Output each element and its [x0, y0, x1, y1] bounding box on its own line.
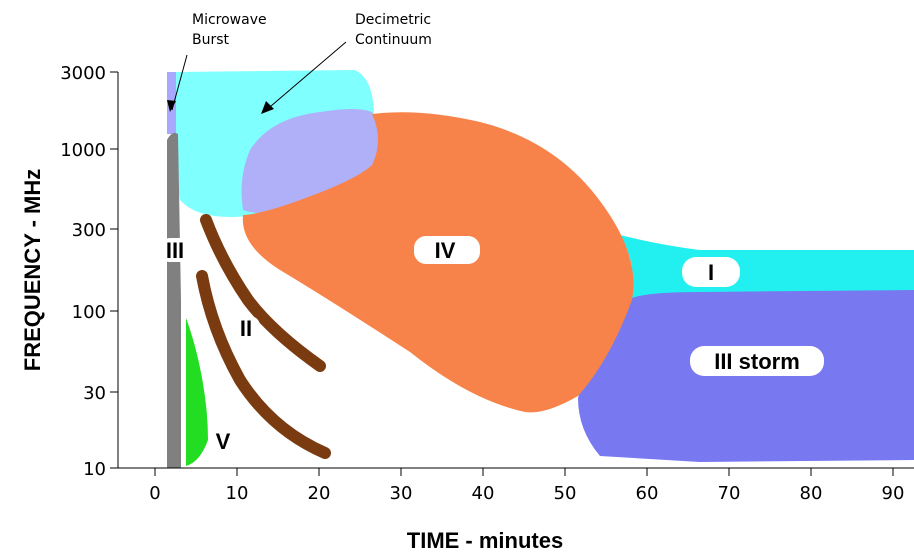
region-type-v: [186, 318, 208, 466]
x-tick-label: 10: [226, 483, 249, 504]
x-tick-label: 50: [554, 483, 577, 504]
label-type-iii-storm: III storm: [690, 346, 824, 376]
decimetric-continuum-arrow: [263, 41, 347, 113]
microwave-burst-annotation: Microwave Burst: [192, 12, 267, 48]
region-type-ii-upper-lane: [200, 214, 326, 372]
region-type-i: [620, 235, 914, 298]
x-ticks: [154, 468, 894, 476]
label-type-v-text: V: [216, 429, 231, 454]
x-tick-label: 40: [472, 483, 495, 504]
label-type-ii: II: [232, 316, 260, 341]
x-tick-label: 0: [149, 483, 160, 504]
label-type-iv-text: IV: [435, 238, 456, 263]
annotation-line: Continuum: [355, 32, 432, 48]
x-tick-label: 70: [718, 483, 741, 504]
x-tick-label: 90: [882, 483, 905, 504]
y-tick-label: 1000: [60, 140, 106, 161]
y-tick-label: 10: [83, 459, 106, 480]
label-type-iii-storm-text: III storm: [714, 349, 800, 374]
y-tick-label: 300: [72, 220, 106, 241]
microwave-burst-arrowhead: [167, 100, 176, 112]
label-type-v: V: [210, 428, 236, 454]
x-tick-label: 20: [308, 483, 331, 504]
annotation-line: Microwave: [192, 12, 267, 28]
decimetric-continuum-arrowhead: [261, 101, 274, 114]
y-axis-title: FREQUENCY - MHz: [20, 169, 45, 372]
label-type-i: I: [682, 257, 740, 287]
label-type-iii-text: III: [166, 238, 184, 263]
x-tick-label: 80: [800, 483, 823, 504]
label-type-i-text: I: [708, 260, 714, 285]
x-tick-label: 60: [636, 483, 659, 504]
label-type-ii-text: II: [240, 316, 252, 341]
y-ticks: [110, 71, 118, 469]
annotation-line: Decimetric: [355, 12, 431, 28]
label-type-iii: III: [160, 238, 190, 263]
x-axis-title: TIME - minutes: [407, 528, 563, 553]
region-type-ii-lower-lane: [196, 270, 331, 459]
label-type-iv: IV: [414, 236, 480, 264]
y-tick-label: 100: [72, 302, 106, 323]
y-tick-label: 3000: [60, 63, 106, 84]
x-tick-label: 30: [390, 483, 413, 504]
region-type-iii: [167, 132, 181, 468]
y-tick-label: 30: [83, 383, 106, 404]
annotation-line: Burst: [192, 32, 230, 48]
decimetric-continuum-annotation: Decimetric Continuum: [355, 12, 432, 48]
